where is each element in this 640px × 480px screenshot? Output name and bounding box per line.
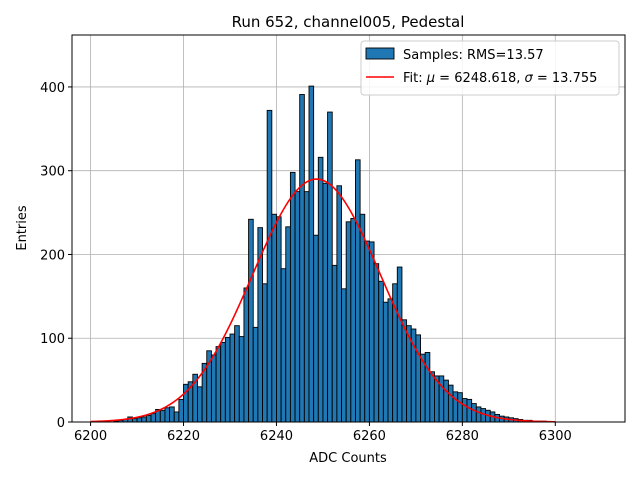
histogram-bar	[447, 384, 454, 423]
x-axis-label: ADC Counts	[309, 451, 387, 466]
histogram-bar	[368, 241, 375, 423]
x-tick-label: 6280	[446, 429, 479, 444]
histogram-bars	[113, 85, 547, 423]
histogram-bar	[424, 352, 431, 423]
legend: Samples: RMS=13.57 Fit: μ = 6248.618, σ …	[360, 40, 620, 96]
histogram-bar	[229, 333, 236, 423]
histogram-bar	[285, 226, 291, 423]
histogram-bar	[131, 418, 138, 423]
histogram-bar	[220, 341, 226, 423]
x-tick-label: 6200	[74, 429, 107, 444]
y-tick-label: 200	[40, 248, 65, 263]
legend-fit-mu-value: = 6248.618,	[435, 71, 524, 86]
chart-title: Run 652, channel005, Pedestal	[232, 13, 465, 31]
y-tick-label: 300	[40, 165, 65, 180]
y-axis-ticks: 0 100 200 300 400	[40, 81, 72, 431]
histogram-bar	[215, 346, 222, 423]
histogram-bar	[248, 218, 254, 423]
histogram-bar	[373, 263, 380, 423]
legend-fit-mu-symbol: μ	[426, 71, 435, 86]
legend-fit-label: Fit: μ = 6248.618, σ = 13.755	[403, 71, 597, 86]
histogram-bar	[136, 417, 143, 423]
y-tick-label: 0	[57, 416, 65, 431]
x-tick-label: 6240	[260, 429, 293, 444]
histogram-bar	[480, 408, 487, 423]
legend-samples-label: Samples: RMS=13.57	[403, 48, 544, 63]
histogram-bar	[238, 336, 245, 423]
histogram-bar	[317, 156, 324, 423]
histogram-bar	[243, 287, 250, 423]
histogram-bar	[145, 414, 152, 423]
plot-frame	[71, 34, 626, 423]
x-tick-label: 6300	[539, 429, 572, 444]
histogram-bar	[197, 386, 203, 423]
legend-fit-sigma-value: = 13.755	[533, 71, 598, 86]
histogram-bar	[234, 325, 240, 423]
histogram-bar	[466, 398, 473, 423]
histogram-bar	[336, 185, 342, 423]
x-tick-label: 6260	[353, 429, 386, 444]
histogram-bar	[276, 216, 282, 423]
histogram-bar	[173, 411, 180, 423]
histogram-bar	[452, 391, 459, 423]
histogram-bar	[150, 413, 157, 423]
y-axis-label: Entries	[15, 205, 30, 251]
histogram-bar	[341, 288, 347, 423]
histogram-bar	[387, 298, 394, 423]
y-tick-label: 400	[40, 81, 65, 96]
legend-fit-prefix: Fit:	[403, 71, 427, 86]
histogram-bar	[396, 266, 403, 423]
histogram-bar	[355, 159, 361, 423]
histogram-bar	[289, 171, 296, 423]
histogram-bar	[299, 94, 305, 423]
histogram-bar	[169, 406, 175, 423]
histogram-bar	[327, 111, 333, 423]
histogram-bar	[271, 213, 277, 423]
histogram-bar	[471, 403, 477, 423]
histogram-bar	[252, 326, 259, 423]
legend-fit-sigma-symbol: σ	[525, 71, 534, 86]
histogram-bar	[429, 371, 435, 423]
histogram-bar	[475, 406, 482, 423]
legend-box	[360, 40, 620, 96]
x-tick-label: 6220	[167, 429, 200, 444]
histogram-bar	[350, 217, 356, 423]
histogram-bar	[322, 182, 329, 423]
histogram-bar	[224, 336, 231, 423]
histogram-bar	[294, 191, 301, 423]
histogram-bar	[461, 398, 468, 423]
legend-samples-swatch	[365, 47, 395, 60]
histogram-bar	[164, 407, 171, 423]
histogram-bar	[438, 375, 445, 423]
histogram-bar	[457, 392, 463, 423]
histogram-bar	[266, 109, 273, 423]
histogram-bar	[210, 354, 217, 423]
histogram-bar	[401, 319, 408, 423]
histogram-bar	[303, 191, 310, 423]
histogram-bar	[313, 234, 319, 423]
histogram-bar	[382, 301, 389, 423]
y-tick-label: 100	[40, 332, 65, 347]
histogram-bar	[178, 398, 184, 423]
histogram-bar	[364, 240, 370, 423]
histogram-bar	[359, 213, 366, 423]
histogram-bar	[378, 280, 384, 423]
histogram-bar	[262, 283, 268, 423]
histogram-bar	[331, 264, 338, 423]
histogram-bar	[159, 409, 166, 423]
histogram-bar	[280, 268, 287, 423]
histogram-bar	[443, 379, 449, 423]
histogram-bar	[415, 334, 421, 423]
x-axis-ticks: 6200 6220 6240 6260 6280 6300	[74, 422, 572, 444]
histogram-bar	[308, 85, 315, 423]
histogram-bar	[141, 416, 147, 423]
histogram-bar	[345, 221, 352, 423]
gaussian-fit-curve	[90, 178, 556, 423]
